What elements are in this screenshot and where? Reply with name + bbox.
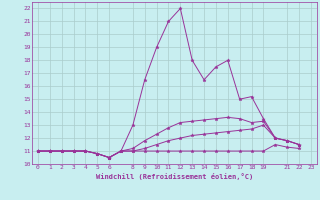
X-axis label: Windchill (Refroidissement éolien,°C): Windchill (Refroidissement éolien,°C) <box>96 173 253 180</box>
